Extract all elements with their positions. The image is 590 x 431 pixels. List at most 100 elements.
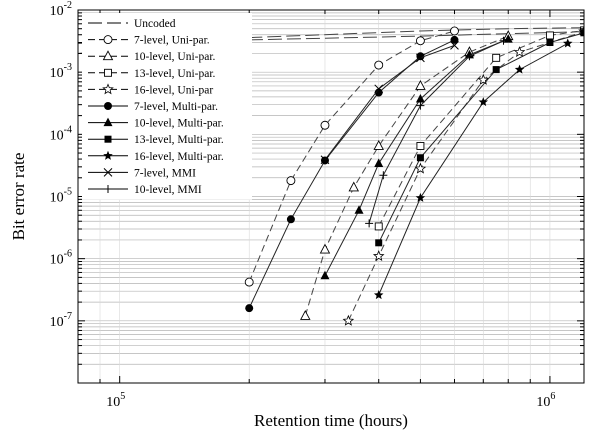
legend-marker [104, 185, 112, 193]
grid-lines [78, 10, 584, 384]
series-16-level-multi-par [373, 38, 573, 300]
series-7-level-uni-par [244, 26, 459, 287]
data-point [415, 36, 425, 46]
series-7-level-mmi [320, 40, 459, 165]
legend-item: Uncoded [88, 18, 176, 30]
data-point [545, 31, 554, 40]
legend-item: 10-level, Uni-par. [88, 50, 216, 63]
data-point [373, 290, 384, 300]
x-axis-label: Retention time (hours) [254, 411, 408, 430]
data-point [513, 46, 526, 58]
data-point [373, 140, 384, 150]
series-10-level-multi-par [320, 34, 513, 280]
data-point [450, 35, 459, 44]
data-point [374, 222, 383, 231]
data-point [244, 277, 254, 287]
legend-item: 16-level, Uni-par [88, 83, 213, 96]
legend-label: 7-level, MMI [134, 167, 196, 179]
data-point [374, 60, 384, 70]
legend-marker [104, 135, 112, 143]
series-line [324, 44, 455, 161]
legend-label: 13-level, Uni-par. [134, 68, 216, 80]
legend-marker [103, 150, 113, 160]
legend-marker [103, 117, 113, 127]
data-point [286, 176, 296, 186]
data-point [320, 270, 330, 280]
data-point [415, 192, 426, 202]
series-13-level-multi-par [375, 29, 584, 247]
data-point [416, 53, 425, 63]
data-point [319, 243, 331, 254]
data-point [477, 73, 490, 85]
y-tick-label: 10-2 [50, 0, 72, 19]
x-tick-label: 106 [536, 391, 555, 410]
legend-marker [104, 68, 112, 77]
data-point [562, 38, 573, 48]
legend-label: 13-level, Multi-par. [134, 134, 224, 146]
legend-marker [103, 35, 113, 45]
data-point [348, 181, 360, 192]
series-16-level-uni-par [342, 25, 584, 326]
series-line [378, 29, 584, 227]
data-point [374, 84, 384, 94]
data-point [416, 154, 424, 162]
y-tick-label: 10-7 [50, 311, 72, 330]
series-line [347, 31, 584, 322]
series-line [378, 42, 568, 296]
data-point [365, 219, 374, 228]
data-point [300, 309, 311, 320]
data-point [465, 52, 474, 61]
legend-item: 7-level, Uni-par. [88, 35, 210, 47]
series-line [324, 38, 509, 277]
data-point [414, 162, 427, 174]
data-point [416, 101, 425, 110]
series-10-level-mmi [365, 36, 508, 228]
data-point [245, 304, 254, 313]
legend-item: 7-level, Multi-par. [88, 101, 218, 113]
data-point [416, 142, 425, 150]
legend-label: 16-level, Multi-par. [134, 151, 224, 163]
series-7-level-multi-par [245, 35, 459, 313]
series-line [248, 30, 455, 283]
data-point [320, 155, 330, 165]
data-point [499, 36, 508, 45]
legend-item: 7-level, MMI [88, 167, 196, 179]
x-tick-label: 105 [106, 391, 125, 410]
legend-item: 10-level, MMI [88, 184, 202, 196]
series-line [248, 39, 455, 309]
y-tick-label: 10-6 [50, 249, 72, 268]
legend-label: 10-level, Multi-par. [134, 118, 224, 130]
legend-label: 7-level, Uni-par. [134, 35, 210, 47]
data-point [450, 26, 459, 36]
legend: Uncoded 7-level, Uni-par. 10-level, Uni-pa… [82, 13, 252, 200]
legend-label: 10-level, MMI [134, 184, 202, 196]
data-point [372, 250, 385, 262]
legend-label: 16-level, Uni-par [134, 84, 213, 96]
data-point [580, 29, 584, 37]
legend-marker [102, 83, 114, 95]
data-point [415, 79, 426, 90]
legend-label: 7-level, Multi-par. [134, 101, 218, 113]
data-point [354, 205, 364, 214]
y-tick-label: 10-4 [50, 124, 72, 143]
series-layer [78, 25, 584, 326]
data-point [415, 94, 425, 103]
data-point [478, 97, 489, 107]
legend-label: 10-level, Uni-par. [134, 51, 216, 63]
legend-marker [102, 50, 114, 61]
data-point [374, 158, 384, 167]
legend-label: Uncoded [134, 18, 176, 30]
data-point [286, 215, 295, 224]
y-axis-label: Bit error rate [9, 153, 28, 241]
legend-item: 10-level, Multi-par. [88, 117, 224, 130]
data-point [379, 171, 388, 180]
data-point [492, 53, 501, 62]
data-point [492, 66, 500, 74]
data-point [546, 39, 554, 47]
data-point [450, 40, 459, 50]
y-tick-label: 10-3 [50, 62, 72, 81]
legend-marker [103, 168, 113, 177]
data-point [375, 239, 383, 247]
data-point [416, 52, 425, 61]
